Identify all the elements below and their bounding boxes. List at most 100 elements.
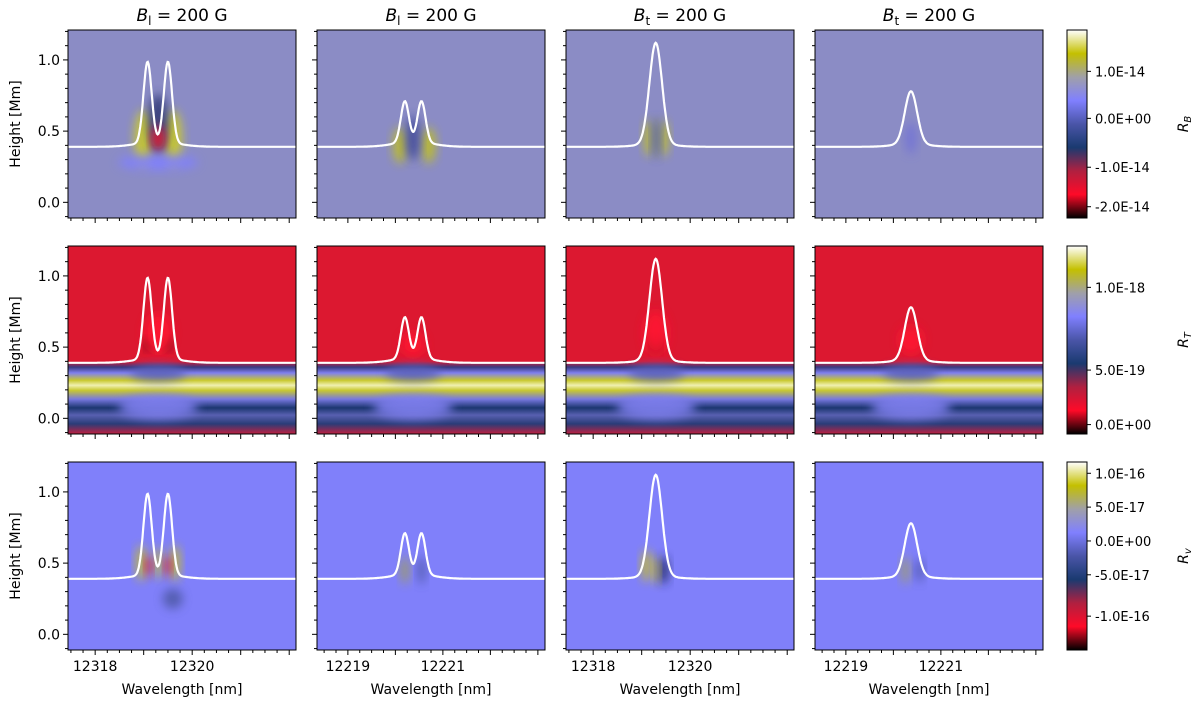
heatmap-feature xyxy=(145,555,152,576)
heatmap xyxy=(317,462,545,650)
panel-r3-c2: 12219 12221 Wavelength [nm] xyxy=(312,461,546,698)
y-tick-label: 1.0 xyxy=(38,485,60,501)
heatmap-feature xyxy=(134,110,153,167)
x-axis-label: Wavelength [nm] xyxy=(371,682,492,698)
y-tick-label: 0.0 xyxy=(38,195,60,211)
title-value: = 200 G xyxy=(650,6,726,26)
panel-r2-c1: 0.0 0.5 1.0 Height [Mm] xyxy=(8,245,297,439)
colorbar-gradient xyxy=(1066,461,1088,651)
x-tick-label: 12219 xyxy=(824,659,869,675)
colorbar-label-subscript: v xyxy=(1183,547,1194,554)
title-subscript: t xyxy=(894,14,899,28)
heatmap-feature xyxy=(658,556,669,585)
title-subscript: t xyxy=(645,14,650,28)
formation-height-curve xyxy=(815,90,1043,148)
heatmap-feature xyxy=(643,120,654,157)
panel-r2-c2 xyxy=(312,245,546,439)
heatmap-background xyxy=(815,462,1043,650)
heatmap-background xyxy=(317,30,545,218)
formation-height-curve xyxy=(566,41,794,148)
x-tick-label: 12318 xyxy=(73,659,118,675)
heatmap-feature xyxy=(628,364,685,381)
axes-frame xyxy=(67,245,297,435)
heatmap-feature xyxy=(393,127,408,164)
heatmap-feature xyxy=(898,326,923,354)
colorbar-tick-label: -2.0E-14 xyxy=(1095,201,1150,216)
heatmap xyxy=(68,30,296,218)
y-axis-label: Height [Mm] xyxy=(8,296,24,383)
heatmap-feature xyxy=(905,122,916,155)
heatmap-background xyxy=(317,462,545,650)
colorbar-label-subscript: B xyxy=(1183,116,1194,123)
colorbar-label: Rv xyxy=(1176,547,1194,564)
heatmap-background xyxy=(566,462,794,650)
heatmap-feature xyxy=(658,120,669,157)
heatmap-feature xyxy=(164,555,171,576)
heatmap-background xyxy=(566,30,794,218)
title-subscript: l xyxy=(148,14,151,28)
heatmap-background xyxy=(68,462,296,650)
heatmap-feature xyxy=(136,545,147,582)
axes-frame xyxy=(565,29,795,219)
title-symbol: B xyxy=(634,6,646,26)
heatmap-feature xyxy=(405,116,420,161)
y-tick-label: 0.5 xyxy=(38,340,60,356)
heatmap-feature xyxy=(162,588,183,609)
x-tick-label: 12320 xyxy=(170,659,215,675)
heatmap xyxy=(566,30,794,218)
formation-height-curve xyxy=(317,99,545,148)
heatmap-feature xyxy=(152,126,165,151)
colorbar-label-subscript: T xyxy=(1183,331,1194,338)
axes-frame xyxy=(565,461,795,651)
panel-r1-c4: Bt = 200 G xyxy=(810,6,1044,223)
title-value: = 200 G xyxy=(400,6,476,26)
title-symbol: B xyxy=(385,6,397,26)
title-value: = 200 G xyxy=(151,6,227,26)
heatmap-feature xyxy=(118,394,199,419)
panel-r1-c2: Bl = 200 G xyxy=(312,6,546,223)
colorbar-tick-label: 0.0E+00 xyxy=(1095,535,1151,550)
panel-r1-c1: 0.0 0.5 1.0 Height [Mm] Bl = 200 G xyxy=(8,6,297,223)
colorbar-row3: 1.0E-16 5.0E-17 0.0E+00 -5.0E-17 -1.0E-16 Rv xyxy=(1066,461,1194,651)
column-title: Bl = 200 G xyxy=(136,6,227,28)
heatmap-feature xyxy=(652,118,661,159)
heatmap-feature xyxy=(915,558,924,583)
colorbar-gradient xyxy=(1066,29,1088,219)
heatmap-background xyxy=(815,30,1043,218)
heatmap-feature xyxy=(118,154,199,171)
colorbar-label-symbol: R xyxy=(1176,554,1192,564)
colorbar-tick-label: 5.0E-19 xyxy=(1095,364,1145,379)
heatmap-feature xyxy=(400,332,425,357)
colorbar-label: RB xyxy=(1176,116,1194,133)
formation-height-curve xyxy=(68,492,296,580)
title-symbol: B xyxy=(136,6,148,26)
heatmap-feature xyxy=(653,556,660,585)
x-tick-label: 12318 xyxy=(571,659,616,675)
heatmap-feature xyxy=(417,556,426,585)
y-tick-label: 1.0 xyxy=(38,53,60,69)
axes-frame xyxy=(67,461,297,651)
heatmap xyxy=(815,30,1043,218)
heatmap xyxy=(815,462,1043,650)
colorbar-row2: 1.0E-18 5.0E-19 0.0E+00 RT xyxy=(1066,245,1194,435)
colorbar-tick-label: 1.0E-18 xyxy=(1095,281,1145,296)
title-value: = 200 G xyxy=(899,6,975,26)
colorbar-row1: 1.0E-14 0.0E+00 -1.0E-14 -2.0E-14 RB xyxy=(1066,29,1194,219)
y-axis-label: Height [Mm] xyxy=(8,80,24,167)
formation-height-curve xyxy=(815,522,1043,580)
formation-height-curve xyxy=(317,315,545,364)
y-axis-label: Height [Mm] xyxy=(8,512,24,599)
x-tick-label: 12221 xyxy=(421,659,466,675)
colorbar-tick-label: 0.0E+00 xyxy=(1095,112,1151,127)
colorbar-tick-label: 1.0E-16 xyxy=(1095,467,1145,482)
panel-r3-c4: 12219 12221 Wavelength [nm] xyxy=(810,461,1044,698)
panel-r3-c3: 12318 12320 Wavelength [nm] xyxy=(561,461,795,698)
axes-frame xyxy=(67,29,297,219)
heatmap xyxy=(68,246,296,434)
colorbar-tick-label: 5.0E-17 xyxy=(1095,501,1145,516)
panel-r1-c3: Bt = 200 G xyxy=(561,6,795,223)
heatmap-feature xyxy=(372,394,453,419)
formation-height-curve xyxy=(68,276,296,364)
column-title: Bl = 200 G xyxy=(385,6,476,28)
panel-r2-c3 xyxy=(561,245,795,439)
